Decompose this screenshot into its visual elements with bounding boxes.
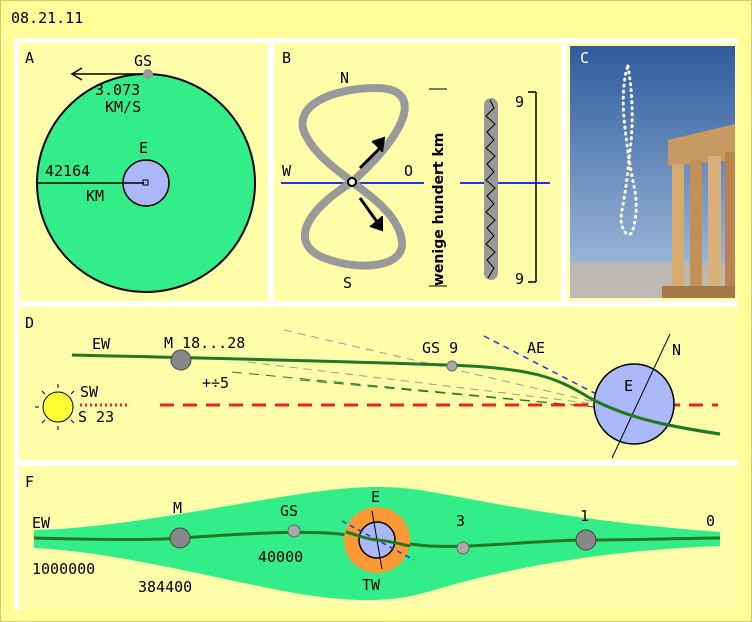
orbit-radius-value: 42164 xyxy=(45,162,90,180)
panel-b: B N S W O wenige hundert km 9 9 xyxy=(274,43,561,301)
panel-c: C xyxy=(567,43,738,301)
panel-d-ew: EW xyxy=(92,335,111,353)
satellite-gs-dot xyxy=(143,69,153,79)
moon-range-label: M 18...28 xyxy=(164,334,245,352)
orbital-speed-unit: KM/S xyxy=(105,98,141,116)
panel-f-3: 3 xyxy=(456,512,465,530)
moon-dot xyxy=(170,349,192,371)
panel-d-earth: E xyxy=(624,377,633,395)
panel-a-label: A xyxy=(25,49,34,67)
panel-a: A GS 3.073 KM/S E 42164 KM xyxy=(19,43,268,301)
parthenon-photo xyxy=(570,46,735,298)
panel-f-tw: TW xyxy=(362,576,381,594)
panel-d-label: D xyxy=(25,314,34,332)
panel-b-south: S xyxy=(343,274,352,292)
panel-f-0: 0 xyxy=(706,512,715,530)
panel-f-earth: E xyxy=(371,488,380,506)
distance-384400: 384400 xyxy=(138,578,192,596)
panel-d: D E N xyxy=(19,307,738,460)
panel-b-east: O xyxy=(404,162,413,180)
panel-f-moon: M xyxy=(173,499,182,517)
panel-f-gs: GS xyxy=(280,502,298,520)
panel-c-label: C xyxy=(580,49,589,67)
scale-bottom-label: 9 xyxy=(515,270,524,288)
panel-f: F EW M GS E TW 3 1 0 1000000 384400 4000… xyxy=(19,466,738,610)
moon-dot-f xyxy=(169,527,191,549)
panel-a-earth-label: E xyxy=(139,139,148,157)
dot-1 xyxy=(575,529,597,551)
dotted-analemma xyxy=(619,60,638,236)
orbital-speed-value: 3.073 xyxy=(95,81,140,99)
earth-disc-d xyxy=(593,363,675,445)
vertical-distance-label: wenige hundert km xyxy=(431,133,447,286)
panel-d-sw: SW xyxy=(80,383,99,401)
gs-dot xyxy=(446,360,458,372)
distance-40000: 40000 xyxy=(258,548,303,566)
plus-minus-label: +÷5 xyxy=(202,374,229,392)
panel-d-ae: AE xyxy=(527,339,545,357)
gs-dot-f xyxy=(287,524,301,538)
scale-top-label: 9 xyxy=(515,93,524,111)
distance-1000000: 1000000 xyxy=(32,560,95,578)
panel-b-north: N xyxy=(340,69,349,87)
panel-d-north: N xyxy=(672,341,681,359)
dot-3 xyxy=(456,541,470,555)
panel-f-1: 1 xyxy=(580,507,589,525)
panel-d-gs: GS 9 xyxy=(422,339,458,357)
wobble-trace xyxy=(485,99,496,279)
temple-columns xyxy=(662,124,735,298)
panel-b-label: B xyxy=(282,49,291,67)
sun-icon xyxy=(35,384,75,430)
date-label: 08.21.11 xyxy=(11,9,83,27)
orbit-radius-unit: KM xyxy=(86,187,104,205)
panel-d-s23: S 23 xyxy=(78,408,114,426)
panel-f-label: F xyxy=(25,473,34,491)
panel-b-west: W xyxy=(282,162,292,180)
panel-f-ew: EW xyxy=(32,514,51,532)
panel-a-gs: GS xyxy=(134,52,152,70)
